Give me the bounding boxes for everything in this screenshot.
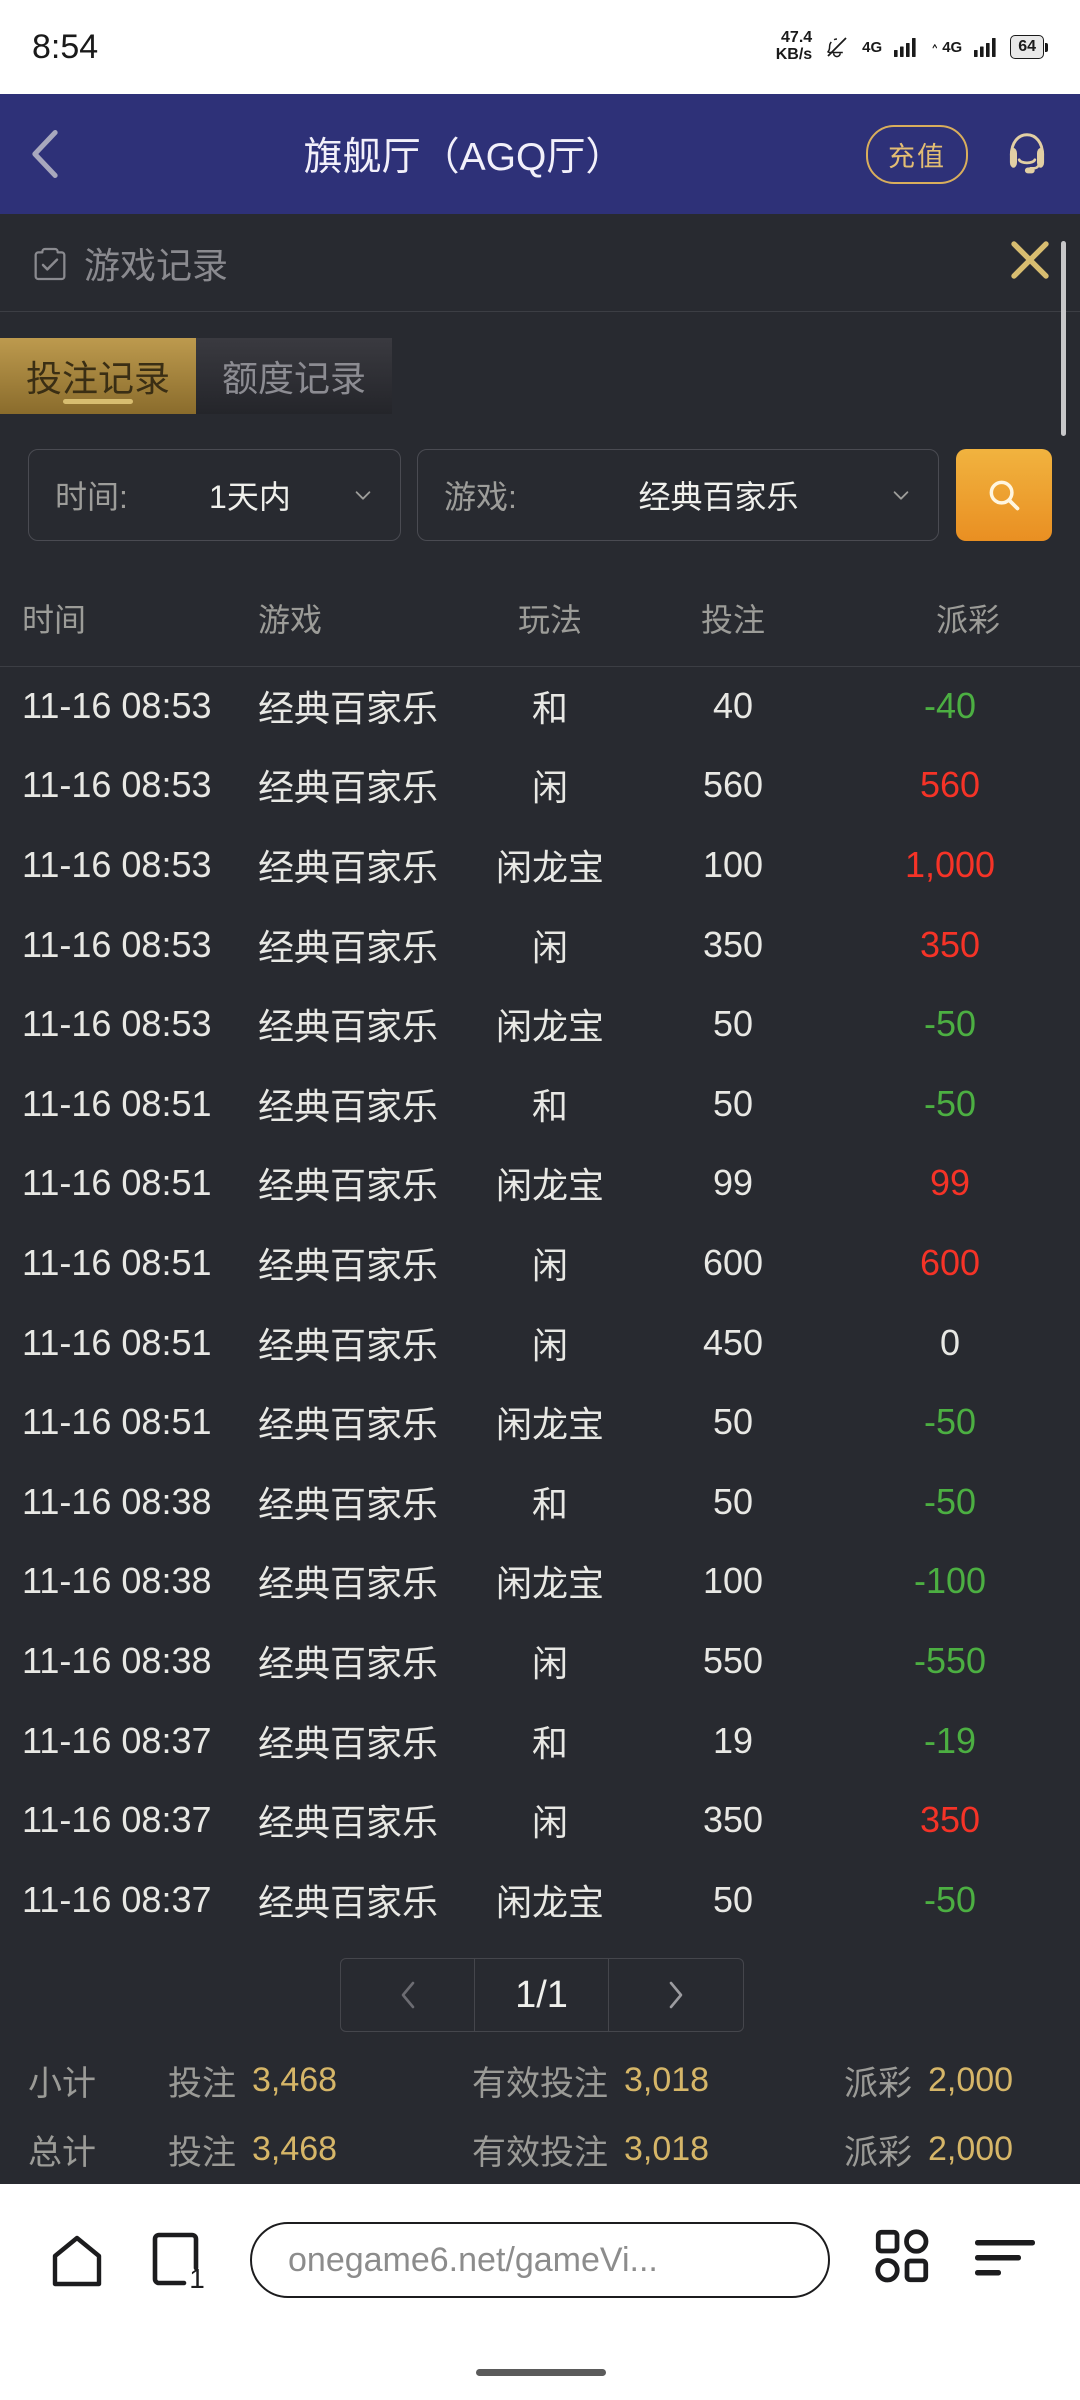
svg-text:1: 1 [189,2263,205,2292]
